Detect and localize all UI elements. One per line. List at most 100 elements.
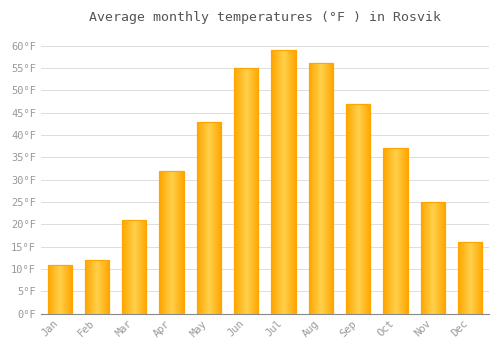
Bar — [315, 63, 316, 314]
Bar — [353, 104, 354, 314]
Bar — [170, 171, 171, 314]
Bar — [280, 50, 281, 314]
Bar — [143, 220, 144, 314]
Bar — [86, 260, 88, 314]
Bar — [234, 68, 258, 314]
Bar — [210, 121, 211, 314]
Bar — [99, 260, 100, 314]
Bar — [421, 202, 422, 314]
Bar — [256, 68, 257, 314]
Bar — [294, 50, 295, 314]
Bar — [430, 202, 431, 314]
Bar — [100, 260, 101, 314]
Title: Average monthly temperatures (°F ) in Rosvik: Average monthly temperatures (°F ) in Ro… — [89, 11, 441, 24]
Bar — [442, 202, 443, 314]
Bar — [164, 171, 165, 314]
Bar — [321, 63, 322, 314]
Bar — [247, 68, 248, 314]
Bar — [250, 68, 251, 314]
Bar — [245, 68, 246, 314]
Bar — [104, 260, 105, 314]
Bar — [142, 220, 143, 314]
Bar — [400, 148, 401, 314]
Bar — [129, 220, 130, 314]
Bar — [312, 63, 313, 314]
Bar — [423, 202, 424, 314]
Bar — [316, 63, 318, 314]
Bar — [434, 202, 436, 314]
Bar — [320, 63, 321, 314]
Bar — [51, 265, 52, 314]
Bar — [328, 63, 329, 314]
Bar — [425, 202, 426, 314]
Bar — [401, 148, 402, 314]
Bar — [421, 202, 445, 314]
Bar — [289, 50, 290, 314]
Bar — [421, 202, 445, 314]
Bar — [282, 50, 283, 314]
Bar — [241, 68, 242, 314]
Bar — [60, 265, 61, 314]
Bar — [466, 242, 467, 314]
Bar — [215, 121, 216, 314]
Bar — [281, 50, 282, 314]
Bar — [174, 171, 176, 314]
Bar — [363, 104, 364, 314]
Bar — [431, 202, 432, 314]
Bar — [141, 220, 142, 314]
Bar — [309, 63, 333, 314]
Bar — [135, 220, 136, 314]
Bar — [399, 148, 400, 314]
Bar — [355, 104, 356, 314]
Bar — [183, 171, 184, 314]
Bar — [365, 104, 366, 314]
Bar — [458, 242, 460, 314]
Bar — [218, 121, 220, 314]
Bar — [65, 265, 66, 314]
Bar — [122, 220, 146, 314]
Bar — [476, 242, 477, 314]
Bar — [384, 148, 407, 314]
Bar — [198, 121, 199, 314]
Bar — [50, 265, 51, 314]
Bar — [468, 242, 469, 314]
Bar — [359, 104, 360, 314]
Bar — [53, 265, 54, 314]
Bar — [197, 121, 221, 314]
Bar — [346, 104, 348, 314]
Bar — [48, 265, 72, 314]
Bar — [255, 68, 256, 314]
Bar — [288, 50, 289, 314]
Bar — [291, 50, 292, 314]
Bar — [369, 104, 370, 314]
Bar — [432, 202, 433, 314]
Bar — [103, 260, 104, 314]
Bar — [254, 68, 255, 314]
Bar — [68, 265, 70, 314]
Bar — [322, 63, 324, 314]
Bar — [403, 148, 404, 314]
Bar — [122, 220, 146, 314]
Bar — [85, 260, 109, 314]
Bar — [234, 68, 236, 314]
Bar — [346, 104, 370, 314]
Bar — [436, 202, 437, 314]
Bar — [469, 242, 470, 314]
Bar — [327, 63, 328, 314]
Bar — [465, 242, 466, 314]
Bar — [197, 121, 221, 314]
Bar — [332, 63, 333, 314]
Bar — [272, 50, 295, 314]
Bar — [126, 220, 127, 314]
Bar — [216, 121, 217, 314]
Bar — [309, 63, 333, 314]
Bar — [59, 265, 60, 314]
Bar — [330, 63, 331, 314]
Bar — [208, 121, 209, 314]
Bar — [58, 265, 59, 314]
Bar — [462, 242, 463, 314]
Bar — [407, 148, 408, 314]
Bar — [351, 104, 352, 314]
Bar — [292, 50, 294, 314]
Bar — [173, 171, 174, 314]
